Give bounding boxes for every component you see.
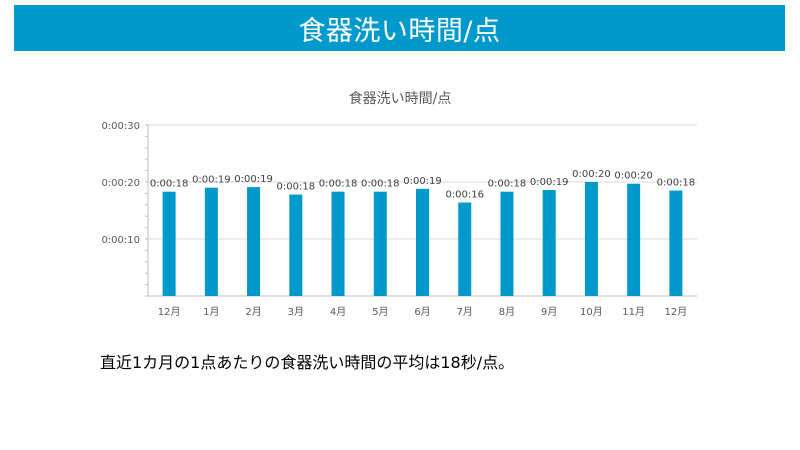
data-label: 0:00:18 <box>361 179 400 190</box>
y-tick-label: 0:00:20 <box>101 178 140 189</box>
bar <box>584 182 598 296</box>
page-title-banner: 食器洗い時間/点 <box>14 5 785 51</box>
x-tick-label: 10月 <box>580 306 603 318</box>
summary-text: 直近1カ月の1点あたりの食器洗い時間の平均は18秒/点。 <box>100 353 515 372</box>
data-label: 0:00:19 <box>403 176 442 187</box>
data-label: 0:00:18 <box>488 179 527 190</box>
bar <box>204 187 218 296</box>
bar <box>331 191 345 296</box>
data-label: 0:00:20 <box>614 171 653 182</box>
bar <box>500 191 514 296</box>
data-label: 0:00:18 <box>319 179 358 190</box>
chart-title: 食器洗い時間/点 <box>348 91 452 107</box>
bar <box>247 187 261 296</box>
page-title: 食器洗い時間/点 <box>298 15 501 47</box>
bar <box>627 183 641 296</box>
x-tick-label: 7月 <box>457 306 473 318</box>
bar <box>373 191 387 296</box>
x-tick-label: 11月 <box>622 306 645 318</box>
x-tick-label: 12月 <box>158 306 181 318</box>
data-label: 0:00:19 <box>192 175 231 186</box>
bar <box>669 190 683 296</box>
x-tick-label: 8月 <box>499 306 515 318</box>
x-tick-label: 5月 <box>372 306 388 318</box>
data-label: 0:00:20 <box>572 169 611 180</box>
data-label: 0:00:16 <box>445 190 484 201</box>
data-label: 0:00:19 <box>530 177 569 188</box>
bar <box>458 202 472 296</box>
data-label: 0:00:19 <box>234 174 273 185</box>
data-label: 0:00:18 <box>657 178 696 189</box>
x-tick-label: 6月 <box>414 306 430 318</box>
bar <box>416 188 429 296</box>
x-tick-label: 9月 <box>541 306 557 318</box>
x-tick-label: 1月 <box>203 306 219 318</box>
x-tick-label: 2月 <box>245 306 261 318</box>
bar <box>162 191 176 296</box>
data-label: 0:00:18 <box>277 182 316 193</box>
bar <box>542 189 556 296</box>
x-tick-label: 4月 <box>330 306 346 318</box>
x-tick-label: 3月 <box>288 306 304 318</box>
x-tick-label: 12月 <box>665 306 688 318</box>
data-label: 0:00:18 <box>150 179 189 190</box>
y-tick-label: 0:00:30 <box>101 121 140 132</box>
bar <box>289 194 303 296</box>
y-tick-label: 0:00:10 <box>101 235 140 246</box>
